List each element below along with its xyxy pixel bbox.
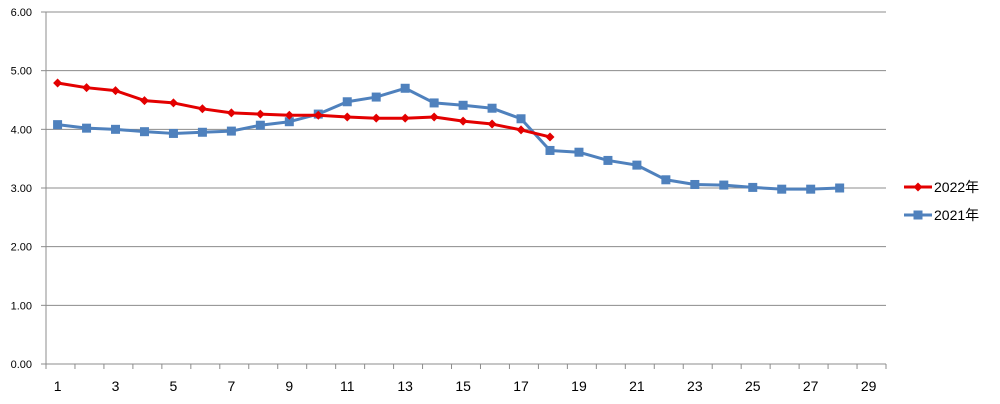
y-tick-label: 5.00 [11, 66, 32, 78]
series-1 [53, 83, 845, 194]
data-point [835, 183, 845, 193]
data-point [429, 112, 439, 122]
data-point [197, 127, 207, 137]
data-point [487, 119, 497, 129]
data-point [111, 86, 121, 96]
data-point [371, 113, 381, 123]
data-point [226, 126, 236, 136]
series-line [57, 81, 551, 139]
data-point [342, 112, 352, 122]
axes: 0.001.002.003.004.005.006.001 3 5 7 9 11 13 15 1… [11, 7, 887, 394]
y-tick-label: 4.00 [11, 124, 32, 136]
data-point [168, 128, 178, 138]
data-point [255, 109, 265, 119]
legend-label: 2022年 [934, 179, 979, 195]
data-point [53, 120, 63, 130]
data-point [516, 125, 526, 135]
data-point [661, 175, 671, 185]
data-point [458, 100, 468, 110]
y-tick-label: 1.00 [11, 300, 32, 312]
data-point [226, 108, 236, 118]
y-tick-label: 0.00 [11, 359, 32, 371]
y-tick-label: 3.00 [11, 183, 32, 195]
data-point [197, 104, 207, 114]
data-point [777, 184, 787, 194]
series-line [57, 86, 840, 191]
legend-label: 2021年 [934, 207, 979, 223]
data-point [487, 103, 497, 113]
data-point [53, 78, 63, 88]
x-tick-label: 13 [397, 378, 413, 394]
data-point [719, 180, 729, 190]
data-point [284, 110, 294, 120]
data-point [400, 83, 410, 93]
data-point [139, 96, 149, 106]
x-tick-label: 17 [513, 378, 529, 394]
x-tick-label: 19 [571, 378, 587, 394]
data-point [545, 145, 555, 155]
legend-swatch-marker [913, 182, 923, 192]
data-point [603, 155, 613, 165]
data-point [139, 127, 149, 137]
x-tick-label: 9 [285, 378, 293, 394]
data-point [748, 182, 758, 192]
x-tick-label: 15 [455, 378, 471, 394]
data-point [371, 92, 381, 102]
data-point [313, 110, 323, 120]
x-tick-label: 27 [803, 378, 819, 394]
legend-item: 2021年 [904, 207, 979, 223]
data-point [516, 114, 526, 124]
legend-item: 2022年 [904, 179, 979, 195]
data-point [429, 98, 439, 108]
x-tick-label: 25 [745, 378, 761, 394]
data-point [111, 124, 121, 134]
data-point [545, 132, 555, 142]
x-tick-label: 7 [227, 378, 235, 394]
series-layer [53, 78, 845, 194]
data-point [806, 184, 816, 194]
data-point [168, 98, 178, 108]
x-tick-label: 3 [112, 378, 120, 394]
legend: 2022年 2021年 [904, 179, 979, 223]
x-tick-label: 5 [170, 378, 178, 394]
y-tick-label: 2.00 [11, 242, 32, 254]
y-tick-label: 6.00 [11, 7, 32, 19]
series-0 [53, 78, 555, 142]
data-point [400, 113, 410, 123]
data-point [255, 120, 265, 130]
gridlines [46, 11, 886, 306]
x-tick-label: 29 [861, 378, 877, 394]
legend-swatch-marker [913, 210, 923, 220]
data-point [82, 83, 92, 93]
data-point [82, 123, 92, 133]
data-point [284, 117, 294, 127]
x-tick-label: 21 [629, 378, 645, 394]
x-tick-label: 23 [687, 378, 703, 394]
data-point [632, 160, 642, 170]
data-point [690, 179, 700, 189]
data-point [458, 116, 468, 126]
x-tick-label: 11 [340, 378, 355, 394]
x-tick-label: 1 [54, 378, 62, 394]
data-point [574, 147, 584, 157]
data-point [342, 97, 352, 107]
